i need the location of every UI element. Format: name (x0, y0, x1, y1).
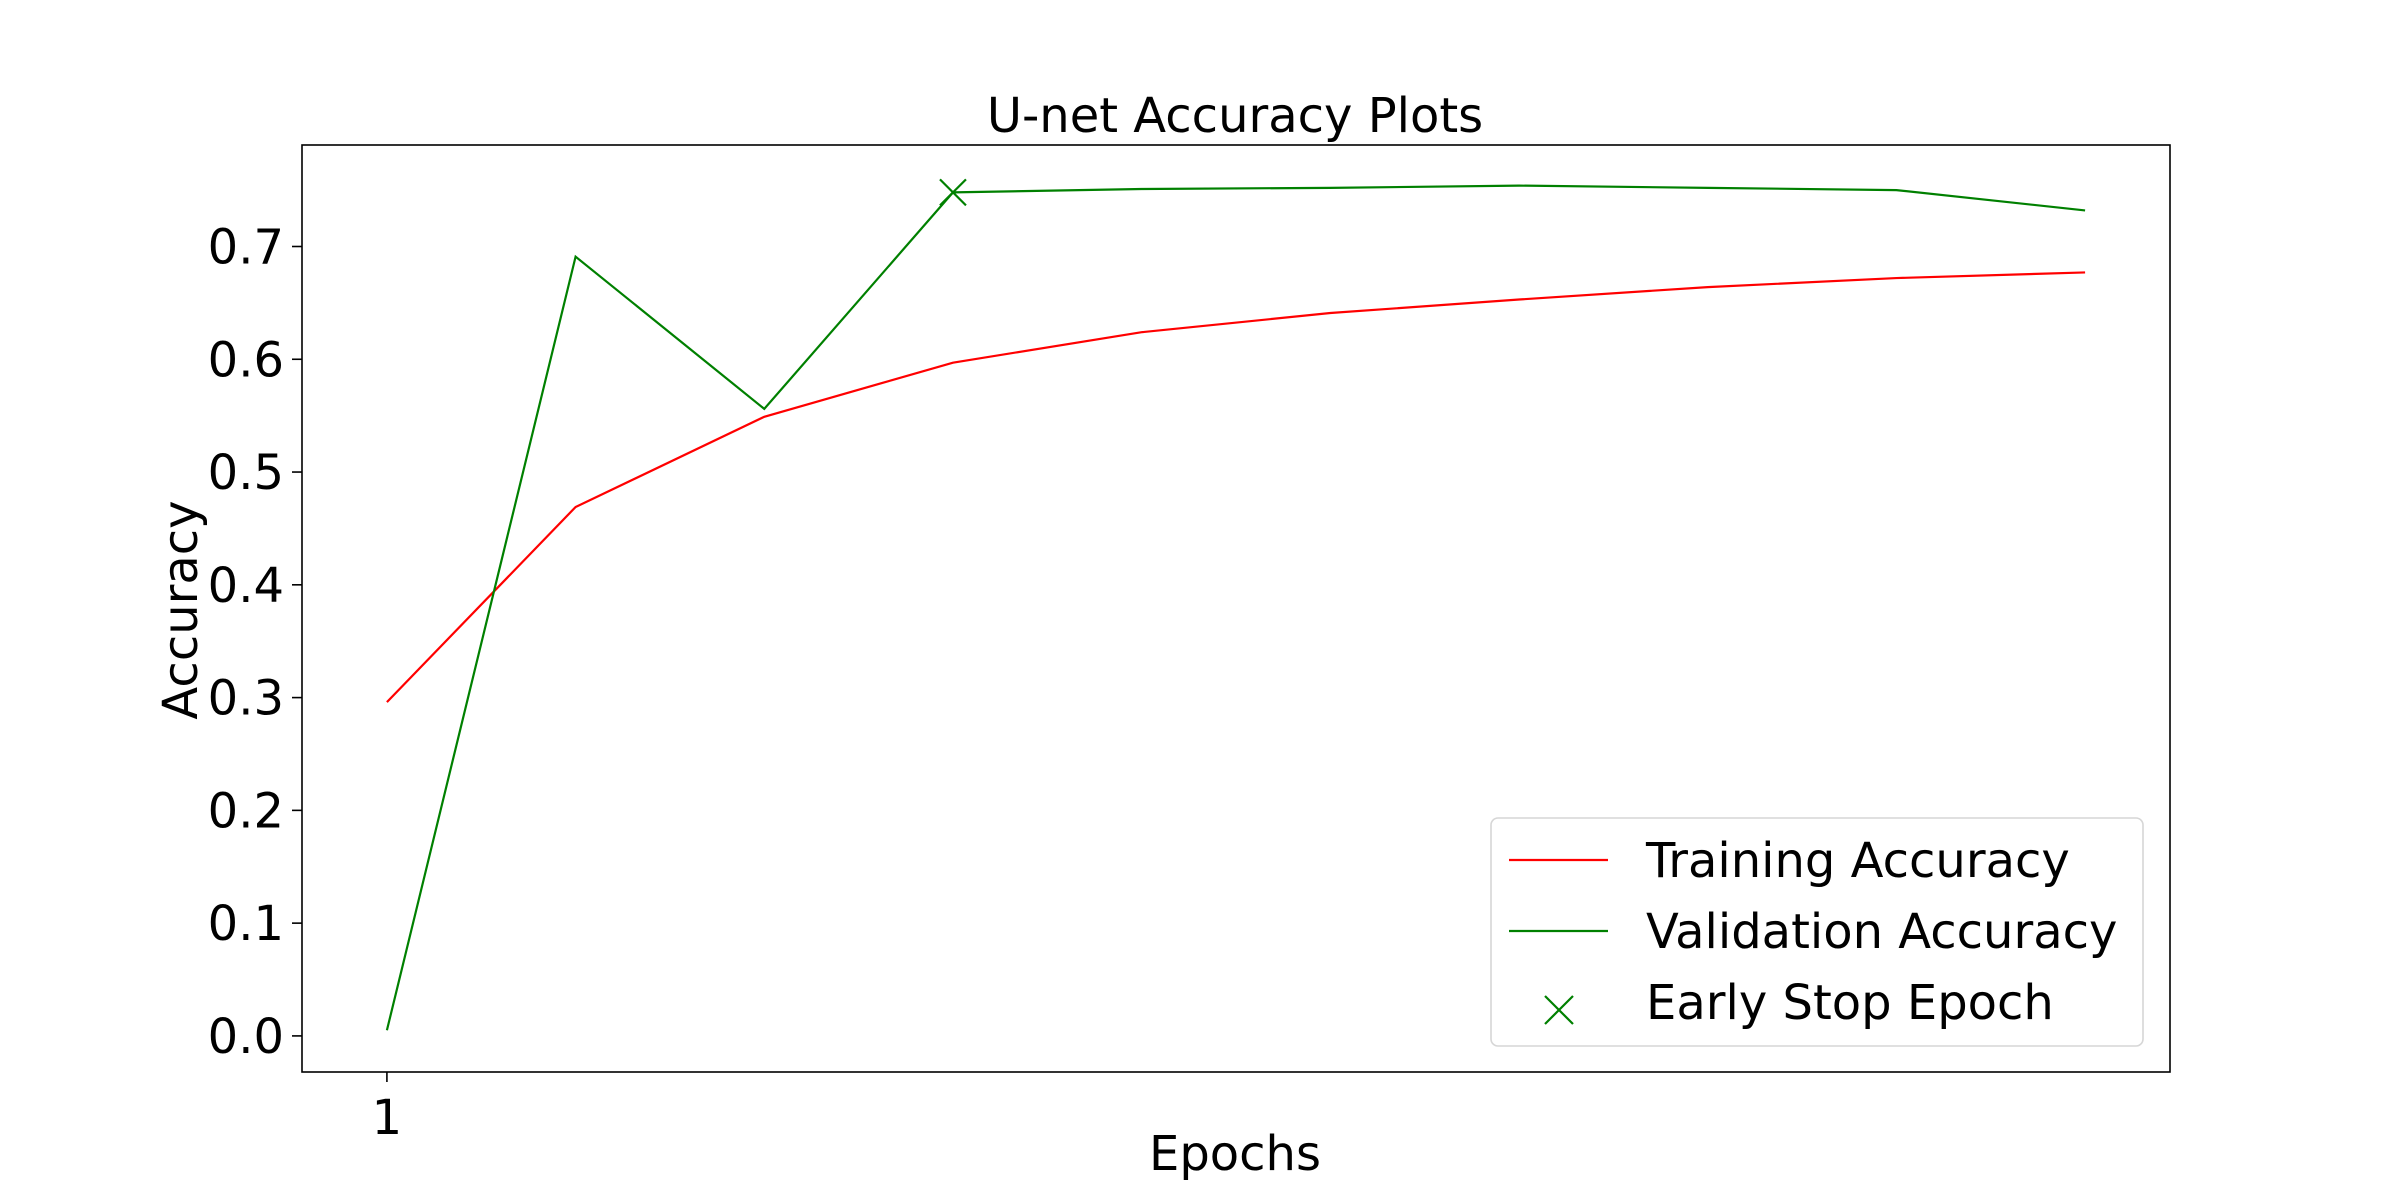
y-tick-label-6: 0.6 (208, 332, 284, 388)
y-tick-label-4: 0.4 (208, 558, 284, 614)
y-tick-label-0: 0.0 (208, 1009, 284, 1065)
legend-label-validation-accuracy: Validation Accuracy (1646, 904, 2117, 960)
y-tick-label-7: 0.7 (208, 219, 284, 275)
y-axis-label: Accuracy (153, 500, 209, 719)
y-tick-label-1: 0.1 (208, 896, 284, 952)
early-stop-marker (939, 178, 967, 207)
early-stop-marker-stroke-b (939, 178, 967, 207)
legend-label-training-accuracy: Training Accuracy (1645, 833, 2070, 889)
y-tick-label-5: 0.5 (208, 445, 284, 501)
legend-label-early-stop-epoch: Early Stop Epoch (1646, 975, 2054, 1031)
legend-swatch-early-stop-epoch (1544, 995, 1574, 1025)
series-line-validation-accuracy (385, 184, 2086, 1031)
legend-box (1490, 817, 2144, 1047)
y-tick-label-3: 0.3 (208, 671, 284, 727)
legend: Training Accuracy Validation Accuracy Earl… (1490, 817, 2144, 1047)
plot-area (385, 178, 2086, 1031)
axes: 0.0 0.1 0.2 0.3 0.4 0.5 0.6 0.7 1 (208, 219, 403, 1146)
plot-frame (301, 144, 2171, 1073)
chart-title: U-net Accuracy Plots (987, 88, 1483, 144)
x-axis-label: Epochs (1149, 1126, 1321, 1182)
x-tick-label-0: 1 (372, 1090, 403, 1146)
series-line-training-accuracy (386, 271, 2086, 703)
y-tick-label-2: 0.2 (208, 783, 284, 839)
legend-swatch-early-stop-epoch-stroke-b (1544, 995, 1574, 1025)
